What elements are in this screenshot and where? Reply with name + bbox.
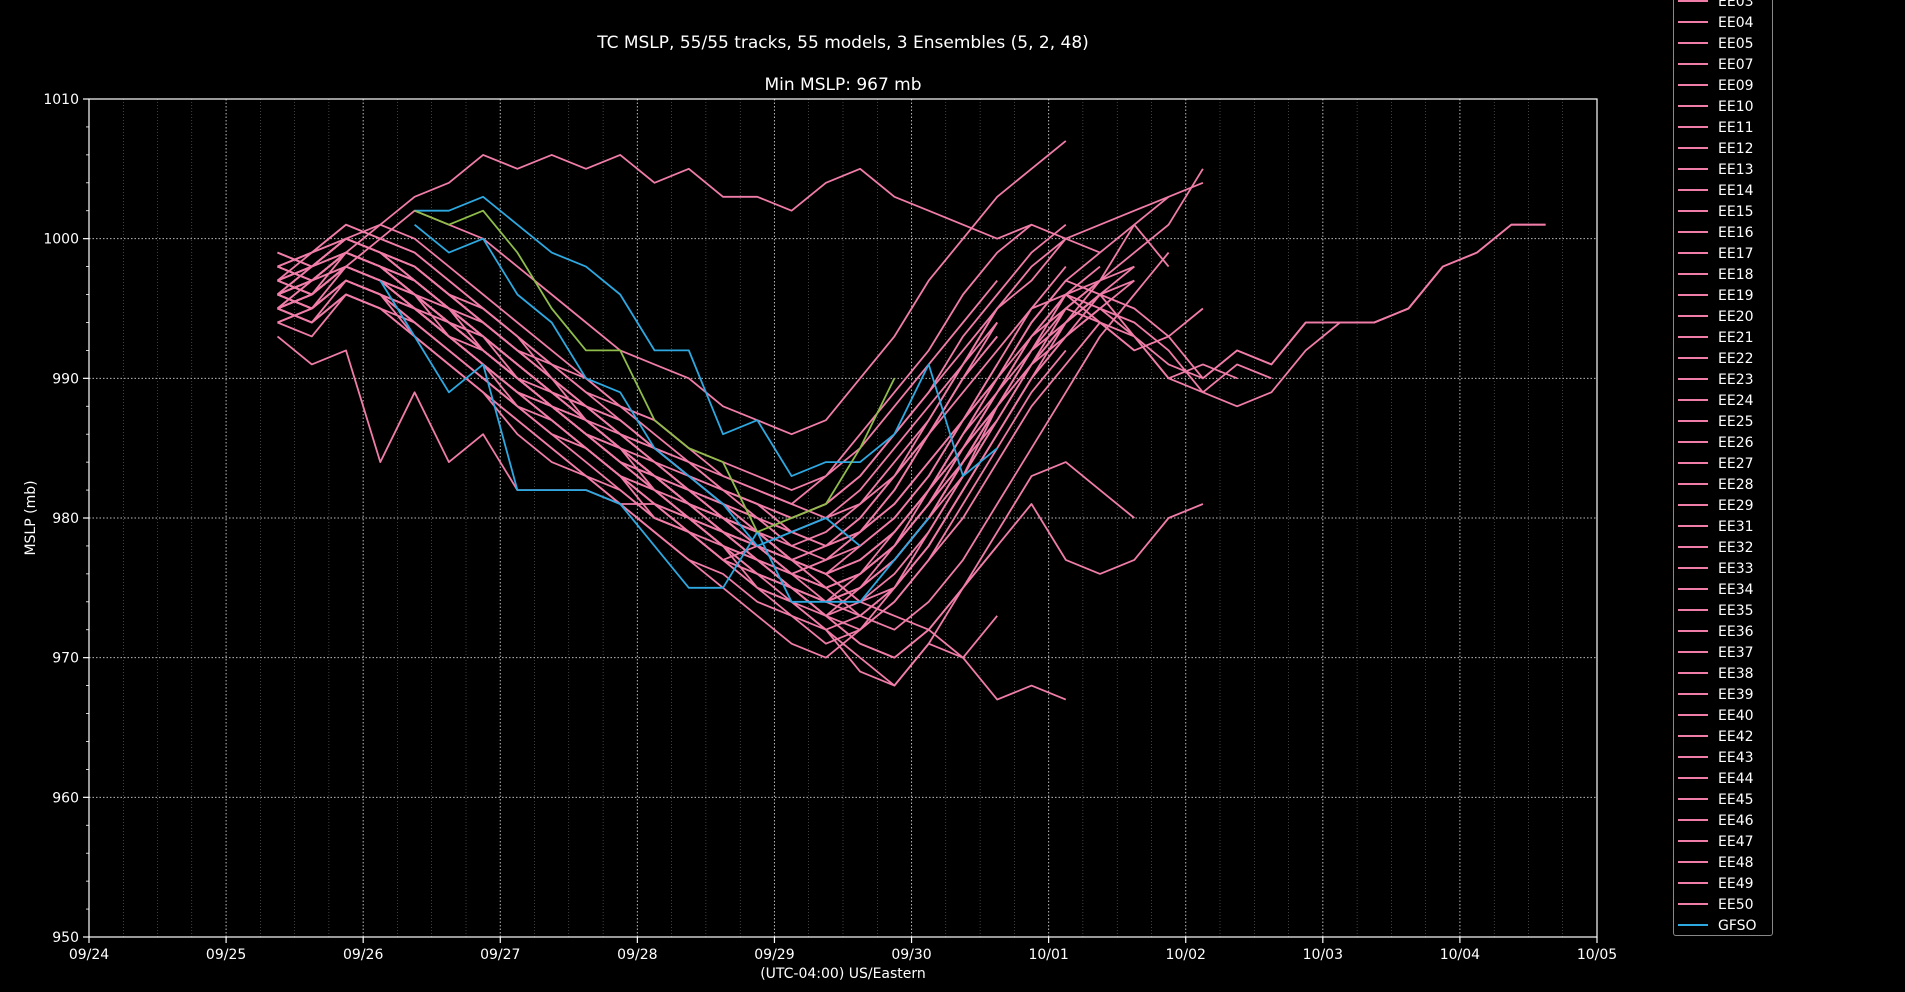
- chart-title: TC MSLP, 55/55 tracks, 55 models, 3 Ense…: [596, 33, 1089, 53]
- legend-label: EE39: [1718, 687, 1754, 703]
- legend-label: EE47: [1718, 834, 1754, 850]
- series-line: [414, 195, 998, 478]
- y-tick-label: 980: [52, 511, 79, 527]
- legend-label: EE35: [1718, 603, 1754, 619]
- chart-subtitle: Min MSLP: 967 mb: [764, 75, 921, 95]
- x-tick-label: 10/01: [1028, 947, 1068, 963]
- y-tick-label: 970: [52, 651, 79, 667]
- legend-label: EE40: [1718, 708, 1754, 724]
- x-tick-label: 10/04: [1440, 947, 1480, 963]
- legend-label: EE27: [1718, 456, 1754, 472]
- y-tick-label: 990: [52, 371, 79, 387]
- legend-label: EE23: [1718, 372, 1754, 388]
- x-tick-label: 09/30: [891, 947, 931, 963]
- series-line: [277, 265, 1204, 659]
- legend-label: GFSO: [1718, 918, 1757, 934]
- legend-label: EE13: [1718, 162, 1754, 178]
- legend-label: EE43: [1718, 750, 1754, 766]
- x-tick-label: 09/28: [617, 947, 657, 963]
- legend-label: EE33: [1718, 561, 1754, 577]
- legend-label: EE34: [1718, 582, 1754, 598]
- x-tick-label: 10/02: [1166, 947, 1206, 963]
- legend-label: EE03: [1718, 0, 1754, 10]
- legend-label: EE21: [1718, 330, 1754, 346]
- y-tick-label: 960: [52, 790, 79, 806]
- x-tick-label: 09/27: [480, 947, 520, 963]
- series-line: [414, 209, 896, 533]
- legend-label: EE16: [1718, 225, 1754, 241]
- series-line: [277, 223, 1170, 589]
- series-line: [277, 153, 1101, 282]
- legend-label: EE31: [1718, 519, 1754, 535]
- x-tick-label: 10/05: [1577, 947, 1617, 963]
- legend-label: EE05: [1718, 36, 1754, 52]
- series-line: [277, 279, 998, 533]
- series-line: [414, 224, 861, 547]
- legend-label: EE20: [1718, 309, 1754, 325]
- legend-label: EE15: [1718, 204, 1754, 220]
- y-tick-label: 1010: [43, 92, 79, 108]
- legend-label: EE07: [1718, 57, 1754, 73]
- legend-label: EE11: [1718, 120, 1754, 136]
- legend-label: EE14: [1718, 183, 1754, 199]
- x-tick-label: 10/03: [1303, 947, 1343, 963]
- x-tick-label: 09/25: [206, 947, 246, 963]
- y-axis-label: MSLP (mb): [23, 480, 39, 555]
- legend-label: EE36: [1718, 624, 1754, 640]
- y-tick-label: 950: [52, 930, 79, 946]
- legend-label: EE18: [1718, 267, 1754, 283]
- legend-label: EE48: [1718, 855, 1754, 871]
- x-tick-label: 09/24: [69, 947, 109, 963]
- legend-label: EE12: [1718, 141, 1754, 157]
- series-lines: [276, 140, 1546, 701]
- legend-label: EE42: [1718, 729, 1754, 745]
- legend-label: EE44: [1718, 771, 1754, 787]
- legend-label: EE22: [1718, 351, 1754, 367]
- legend-label: EE38: [1718, 666, 1754, 682]
- x-axis-label: (UTC-04:00) US/Eastern: [760, 966, 926, 982]
- legend-label: EE32: [1718, 540, 1754, 556]
- y-tick-label: 1000: [43, 232, 79, 248]
- legend-label: EE04: [1718, 15, 1754, 31]
- legend-label: EE17: [1718, 246, 1754, 262]
- legend-label: EE45: [1718, 792, 1754, 808]
- legend-label: EE25: [1718, 414, 1754, 430]
- legend-label: EE37: [1718, 645, 1754, 661]
- series-line: [277, 223, 1546, 659]
- legend-label: EE09: [1718, 78, 1754, 94]
- legend-label: EE50: [1718, 897, 1754, 913]
- legend-label: EE26: [1718, 435, 1754, 451]
- legend: EE03 EE04 EE05 EE07 EE09 EE10 EE11 EE12 EE13 EE14…: [1678, 0, 1757, 934]
- legend-label: EE24: [1718, 393, 1754, 409]
- legend-label: EE28: [1718, 477, 1754, 493]
- legend-label: EE46: [1718, 813, 1754, 829]
- axes: 09/24 09/25 09/26 09/27 09/28 09/29 09/30 10/01…: [43, 92, 1617, 963]
- x-tick-label: 09/26: [343, 947, 383, 963]
- series-line: [277, 140, 1067, 436]
- legend-frame: [1673, 0, 1773, 936]
- series-line: [379, 280, 930, 603]
- x-tick-label: 09/29: [754, 947, 794, 963]
- legend-label: EE49: [1718, 876, 1754, 892]
- legend-label: EE29: [1718, 498, 1754, 514]
- legend-label: EE10: [1718, 99, 1754, 115]
- legend-label: EE19: [1718, 288, 1754, 304]
